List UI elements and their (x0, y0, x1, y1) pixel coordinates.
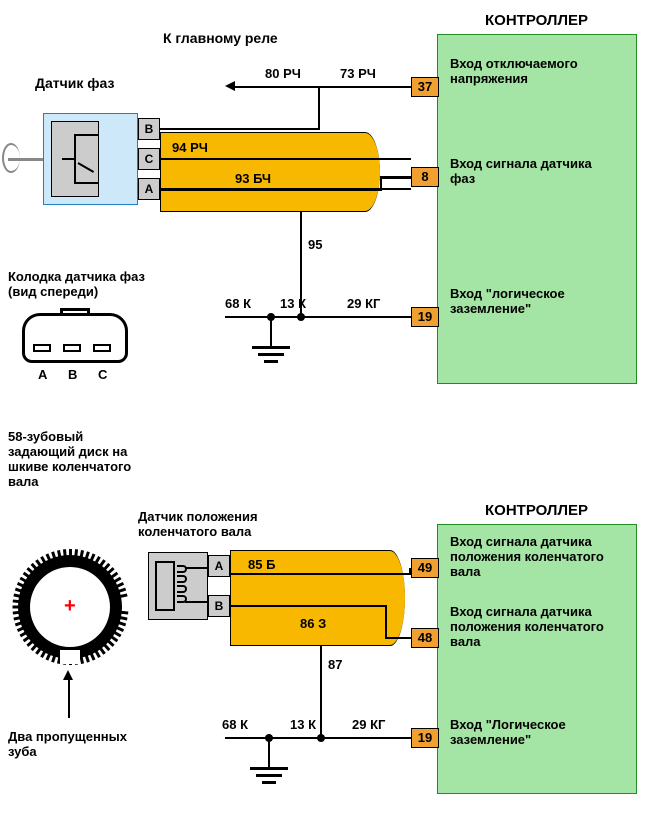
pin49-label: Вход сигнала датчика положения коленчато… (450, 535, 630, 580)
disk-center: + (64, 595, 76, 618)
conn-b: B (68, 368, 77, 383)
wire-95 (300, 212, 302, 290)
ckp-pin-b: B (208, 595, 230, 617)
sensor-pin-b: B (138, 118, 160, 140)
wire-29-label: 29 КГ (347, 297, 380, 312)
wire-73 (318, 86, 411, 88)
relay-arrow (225, 81, 235, 91)
ground-1b (258, 353, 284, 356)
pin-49: 49 (411, 558, 439, 578)
pin-19-upper: 19 (411, 307, 439, 327)
disk-label: 58-зубовый задающий диск на шкиве коленч… (8, 430, 138, 490)
wire-94-label: 94 РЧ (172, 141, 208, 156)
ground-1c (264, 360, 278, 363)
wire-86-label: 86 З (300, 617, 326, 632)
wire-13v (300, 290, 302, 316)
conn-a: A (38, 368, 47, 383)
ground-2a (250, 767, 288, 770)
wire-29-label-2: 29 КГ (352, 718, 385, 733)
wire-73-label: 73 РЧ (340, 67, 376, 82)
controller-title-2: КОНТРОЛЛЕР (485, 502, 588, 519)
sensor-pin-a: A (138, 178, 160, 200)
missing-arrow-line (68, 678, 70, 718)
pin-19-lower: 19 (411, 728, 439, 748)
missing-arrow (63, 670, 73, 680)
phase-sensor (43, 113, 138, 205)
wire-13-label: 13 К (280, 297, 306, 312)
controller-title-1: КОНТРОЛЛЕР (485, 12, 588, 29)
to-relay-label: К главному реле (163, 30, 283, 46)
ckp-sensor (148, 552, 208, 620)
connector-title: Колодка датчика фаз (вид спереди) (8, 270, 168, 300)
ground-rail-1 (225, 316, 411, 318)
wire-13-label-2: 13 К (290, 718, 316, 733)
wire-68-label: 68 К (225, 297, 251, 312)
pin-8: 8 (411, 167, 439, 187)
sensor-pin-c: C (138, 148, 160, 170)
wire-87 (320, 646, 322, 710)
ckp-sensor-label: Датчик положения коленчатого вала (138, 510, 288, 540)
pin-48: 48 (411, 628, 439, 648)
wire-85 (230, 573, 411, 575)
pin8-label: Вход сигнала датчика фаз (450, 157, 620, 187)
wire-95-label: 95 (308, 238, 322, 253)
wire-93-label: 93 БЧ (235, 172, 271, 187)
ground-2c (262, 781, 276, 784)
ground-1a (252, 346, 290, 349)
wire-87-label: 87 (328, 658, 342, 673)
pin48-label: Вход сигнала датчика положения коленчато… (450, 605, 630, 650)
wire-80-label: 80 РЧ (265, 67, 301, 82)
wire-68-label-2: 68 К (222, 718, 248, 733)
conn-slot-b (63, 344, 81, 352)
connector-body (22, 313, 128, 363)
wire-86 (230, 605, 385, 607)
pin19-label: Вход "логическое заземление" (450, 287, 620, 317)
node-b-up (318, 86, 320, 122)
wire-c-signal (160, 158, 411, 160)
conn-c: C (98, 368, 107, 383)
ckp-pin-a: A (208, 555, 230, 577)
pin-37: 37 (411, 77, 439, 97)
missing-teeth-label: Два пропущенных зуба (8, 730, 148, 760)
wire-80 (235, 86, 320, 88)
sensor-phase-label: Датчик фаз (35, 75, 115, 91)
wire-85-label: 85 Б (248, 558, 275, 573)
conn-slot-a (33, 344, 51, 352)
conn-slot-c (93, 344, 111, 352)
pin19-label-2: Вход "Логическое заземление" (450, 718, 630, 748)
pin37-label: Вход отключаемого напряжения (450, 57, 620, 87)
ground-2b (256, 774, 282, 777)
